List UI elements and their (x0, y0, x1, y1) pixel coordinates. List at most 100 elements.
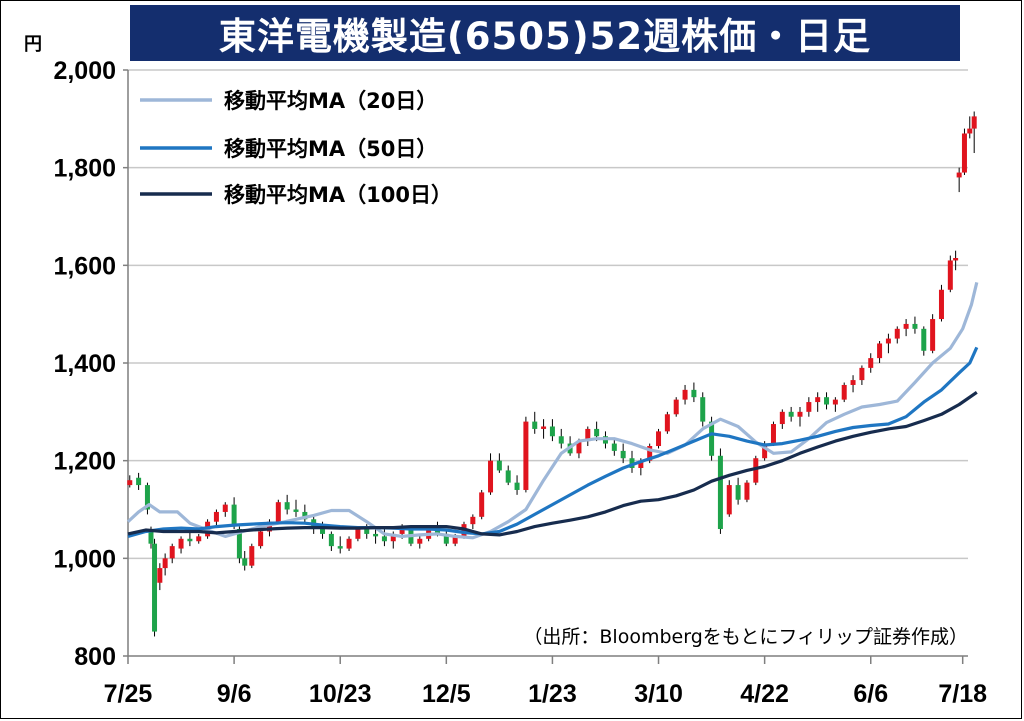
candle-up (770, 424, 776, 444)
candle-up (868, 358, 874, 368)
y-tick-label: 1,600 (53, 252, 116, 280)
candle-up (355, 529, 361, 539)
candle-up (541, 426, 547, 429)
candle-up (196, 536, 202, 542)
candle-up (850, 380, 856, 385)
candle-up (488, 460, 494, 493)
candle-up (779, 411, 785, 425)
chart-title: 東洋電機製造(6505)52週株価・日足 (218, 15, 872, 58)
candle-down (691, 389, 697, 398)
candle-up (417, 538, 423, 544)
candle-up (275, 502, 281, 522)
candle-down (594, 428, 600, 437)
candle-down (148, 529, 154, 544)
candle-up (157, 568, 163, 583)
candle-down (549, 426, 555, 437)
legend-label-2: 移動平均MA（100日） (224, 183, 452, 207)
candle-down (443, 533, 449, 544)
candle-down (611, 443, 617, 451)
candle-up (971, 116, 977, 129)
candle-up (806, 402, 812, 412)
candle-up (346, 538, 352, 549)
y-tick-label: 1,200 (53, 448, 116, 476)
x-tick-label: 3/10 (634, 680, 683, 708)
candle-down (514, 482, 520, 490)
x-tick-label: 7/18 (938, 680, 987, 708)
candle-up (762, 443, 768, 459)
candle-up (682, 389, 688, 400)
y-tick-label: 1,800 (53, 155, 116, 183)
candle-down (231, 504, 237, 527)
candle-up (938, 289, 944, 320)
x-tick-label: 1/23 (528, 680, 577, 708)
candle-up (390, 533, 396, 542)
candle-down (434, 529, 440, 534)
candle-down (373, 533, 379, 537)
ma-line-2 (127, 390, 978, 537)
candle-up (399, 529, 405, 534)
candle-up (656, 431, 662, 447)
candle-up (953, 258, 959, 261)
candle-up (885, 338, 891, 344)
candle-down (302, 511, 308, 520)
candle-up (841, 384, 847, 400)
candle-down (337, 546, 343, 549)
candle-up (673, 399, 679, 415)
x-tick-label: 10/23 (309, 680, 372, 708)
x-tick-label: 7/25 (104, 680, 153, 708)
candle-up (222, 504, 228, 512)
candle-up (470, 516, 476, 525)
x-tick-label: 12/5 (422, 680, 471, 708)
candle-down (824, 397, 830, 405)
y-tick-label: 1,000 (53, 545, 116, 573)
candle-up (178, 538, 184, 549)
candle-up (859, 367, 865, 381)
ma-line-0 (126, 282, 979, 540)
candle-up (930, 319, 936, 351)
candle-down (320, 529, 326, 534)
candle-down (709, 421, 715, 456)
candle-down (284, 502, 290, 510)
candle-up (523, 421, 529, 490)
candle-up (947, 260, 953, 290)
candle-down (136, 477, 142, 486)
x-tick-label: 6/6 (853, 680, 888, 708)
candle-up (877, 343, 883, 359)
legend-label-1: 移動平均MA（50日） (224, 137, 437, 161)
y-tick-label: 1,400 (53, 350, 116, 378)
candle-up (664, 414, 670, 432)
x-tick-label: 9/6 (217, 680, 252, 708)
candle-down (328, 533, 334, 547)
candle-up (967, 128, 973, 134)
candle-down (717, 455, 723, 530)
candle-up (903, 323, 909, 329)
candle-up (169, 546, 175, 559)
candle-up (576, 441, 582, 454)
candle-up (585, 428, 591, 442)
source-note: （出所：Bloombergをもとにフィリップ証券作成） (523, 626, 968, 648)
candle-up (258, 531, 264, 547)
candle-up (797, 411, 803, 417)
candle-up (744, 482, 750, 500)
y-tick-label: 2,000 (53, 57, 116, 85)
candle-up (956, 172, 962, 178)
candle-up (162, 558, 168, 569)
legend-label-0: 移動平均MA（20日） (224, 89, 437, 113)
candle-down (364, 529, 370, 534)
candle-up (815, 397, 821, 403)
candle-down (236, 529, 242, 559)
candle-up (726, 485, 732, 515)
candle-down (788, 411, 794, 417)
candle-down (187, 538, 193, 542)
candle-up (213, 511, 219, 522)
candle-up (647, 446, 653, 461)
candle-down (293, 509, 299, 512)
candle-down (735, 485, 741, 500)
candle-up (894, 328, 900, 339)
candle-up (961, 133, 967, 173)
candle-down (381, 536, 387, 542)
candle-up (452, 536, 458, 544)
candle-down (558, 436, 564, 444)
